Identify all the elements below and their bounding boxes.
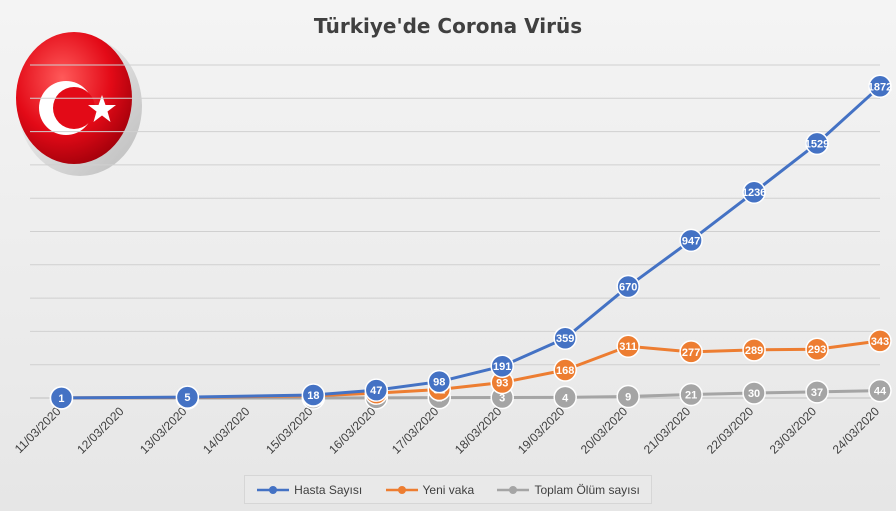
x-tick-label: 24/03/2020 <box>830 404 883 457</box>
data-point <box>553 358 577 382</box>
data-point <box>553 326 577 350</box>
data-point <box>805 131 829 156</box>
x-tick-label: 19/03/2020 <box>515 404 568 457</box>
legend-marker <box>397 485 406 494</box>
x-tick-label: 11/03/2020 <box>12 404 64 456</box>
x-tick-label: 22/03/2020 <box>704 404 757 457</box>
data-label: 44 <box>874 386 887 398</box>
x-tick-label: 20/03/2020 <box>578 404 631 457</box>
data-label: 21 <box>685 390 697 402</box>
data-label: 293 <box>808 344 826 356</box>
legend-label: Toplam Ölüm sayısı <box>534 482 640 497</box>
data-label: 1529 <box>805 138 829 150</box>
data-label: 1 <box>58 393 64 405</box>
data-point <box>679 340 703 364</box>
data-label: 47 <box>370 385 382 397</box>
legend-item: Yeni vaka <box>385 482 475 497</box>
legend-swatch <box>497 485 530 494</box>
legend-item: Toplam Ölüm sayısı <box>496 482 640 497</box>
legend-swatch <box>257 485 290 494</box>
data-point <box>742 180 766 204</box>
data-point <box>616 334 640 358</box>
data-point <box>868 74 892 99</box>
data-label: 670 <box>619 281 637 293</box>
data-label: 947 <box>682 235 700 247</box>
data-label: 289 <box>745 345 763 357</box>
data-label: 4 <box>562 392 569 404</box>
data-point <box>742 338 766 362</box>
legend-marker <box>509 485 518 494</box>
x-tick-label: 12/03/2020 <box>74 404 127 457</box>
data-point <box>868 329 892 353</box>
x-tick-label: 16/03/2020 <box>326 404 379 457</box>
legend-label: Hasta Sayısı <box>294 482 363 497</box>
x-tick-label: 15/03/2020 <box>263 404 316 457</box>
data-point <box>616 384 640 409</box>
x-tick-label: 14/03/2020 <box>200 404 253 457</box>
x-tick-label: 13/03/2020 <box>137 404 190 457</box>
data-point <box>175 385 200 409</box>
data-point <box>868 378 892 403</box>
chart-legend: Hasta Sayısı Yeni vaka Toplam Ölüm sayısı <box>244 475 652 504</box>
data-point <box>679 382 703 407</box>
data-point <box>805 337 829 361</box>
data-label: 343 <box>871 336 889 348</box>
data-label: 3 <box>499 393 505 405</box>
data-label: 5 <box>184 392 190 404</box>
x-tick-label: 23/03/2020 <box>767 404 820 457</box>
data-label: 98 <box>433 377 445 389</box>
data-point <box>427 369 452 394</box>
data-point <box>490 354 514 378</box>
data-label: 18 <box>307 390 319 402</box>
chart-title: Türkiye'de Corona Virüs <box>313 14 583 38</box>
data-point <box>553 385 577 410</box>
data-label: 168 <box>556 365 574 377</box>
star-shape <box>88 95 116 122</box>
data-point <box>364 378 389 402</box>
data-label: 9 <box>625 392 631 404</box>
data-point <box>742 381 766 405</box>
crescent-inner <box>53 87 95 129</box>
data-label: 277 <box>682 347 700 359</box>
data-point <box>49 386 74 410</box>
data-label: 30 <box>748 388 760 400</box>
legend-item: Hasta Sayısı <box>256 483 362 497</box>
data-label: 191 <box>493 361 511 373</box>
x-tick-label: 18/03/2020 <box>452 404 505 457</box>
data-point <box>805 380 829 404</box>
data-point <box>679 228 703 253</box>
x-tick-label: 21/03/2020 <box>641 404 694 457</box>
data-label: 359 <box>556 333 574 345</box>
line-chart: 11/03/2020 12/03/2020 13/03/2020 14/03/2020… <box>12 64 892 457</box>
legend-label: Yeni vaka <box>422 482 475 497</box>
legend-marker <box>269 485 278 494</box>
legend-swatch <box>385 485 418 494</box>
data-label: 1236 <box>742 187 766 199</box>
data-label: 37 <box>811 387 823 399</box>
data-point <box>301 383 326 407</box>
data-label: 1872 <box>868 81 892 93</box>
data-label: 311 <box>619 341 637 353</box>
series-line <box>61 85 882 400</box>
data-label: 93 <box>496 378 508 390</box>
data-point <box>616 274 640 299</box>
x-tick-label: 17/03/2020 <box>389 404 442 457</box>
